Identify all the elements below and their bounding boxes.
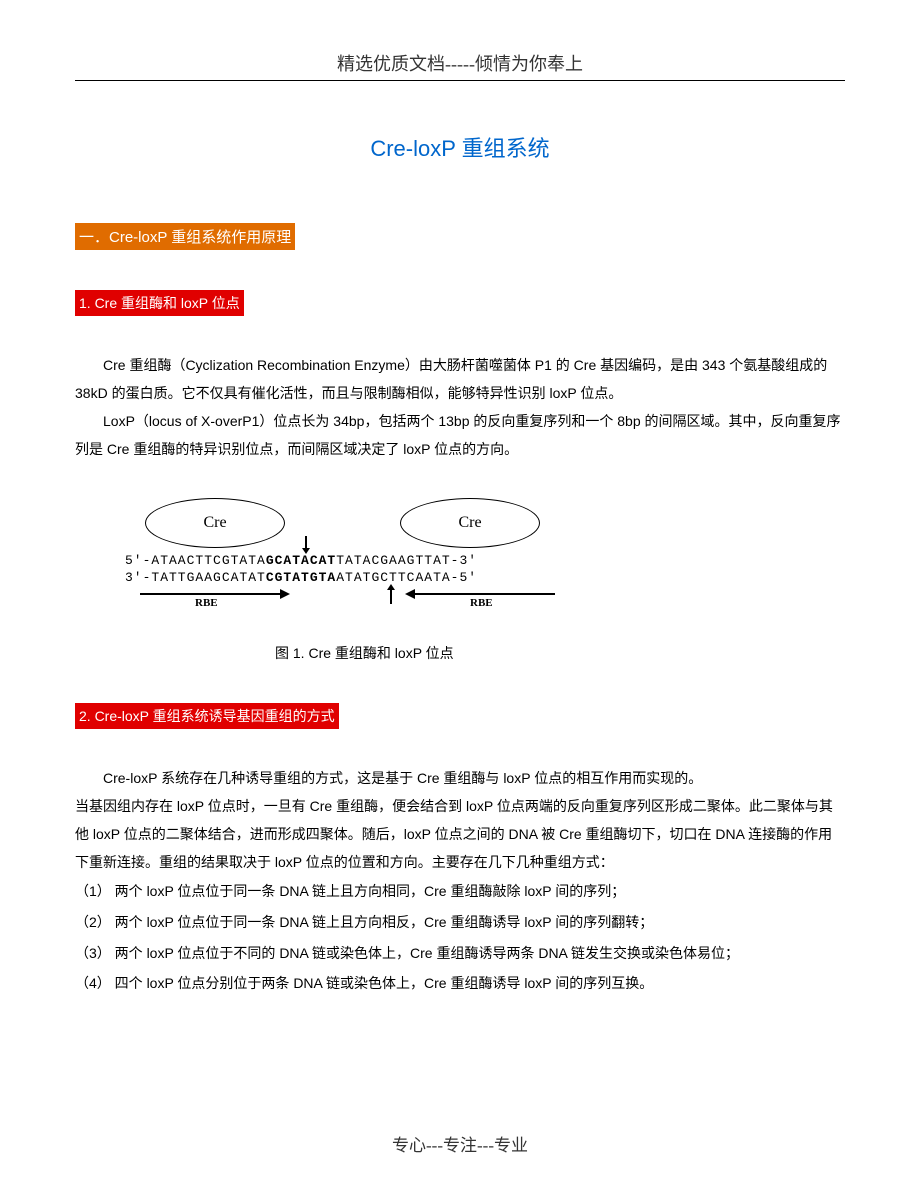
list-item-2: （2） 两个 loxP 位点位于同一条 DNA 链上且方向相反，Cre 重组酶诱… <box>75 907 845 938</box>
seq-5-prefix: 5'-ATAACTTCGTATA <box>125 553 266 568</box>
seq-3-suffix: ATATGCTTCAATA-5' <box>336 570 477 585</box>
seq-3-prefix: 3'-TATTGAAGCATAT <box>125 570 266 585</box>
rbe-arrow-right <box>415 593 555 595</box>
page-footer: 专心---专注---专业 <box>0 1131 920 1156</box>
paragraph-4: 当基因组内存在 loxP 位点时，一旦有 Cre 重组酶，便会结合到 loxP … <box>75 792 845 876</box>
cre-ellipse-right: Cre <box>400 498 540 548</box>
figure-1-caption: 图 1. Cre 重组酶和 loxP 位点 <box>275 643 845 663</box>
loxp-diagram: Cre Cre 5'-ATAACTTCGTATAGCATACATTATACGAA… <box>125 498 605 618</box>
rbe-arrow-left-head <box>280 589 290 599</box>
seq-5-bold: GCATACAT <box>266 553 336 568</box>
seq-3-bold: CGTATGTA <box>266 570 336 585</box>
list-item-1: （1） 两个 loxP 位点位于同一条 DNA 链上且方向相同，Cre 重组酶敲… <box>75 876 845 907</box>
cut-arrow-bottom-head <box>387 584 395 590</box>
rbe-label-right: RBE <box>470 597 493 609</box>
list-item-3: （3） 两个 loxP 位点位于不同的 DNA 链或染色体上，Cre 重组酶诱导… <box>75 938 845 969</box>
section-heading-1: 一．Cre-loxP 重组系统作用原理 <box>75 223 295 250</box>
sub-heading-1-1: 1. Cre 重组酶和 loxP 位点 <box>75 290 244 316</box>
rbe-label-left: RBE <box>195 597 218 609</box>
cre-ellipse-left: Cre <box>145 498 285 548</box>
dna-sequence: 5'-ATAACTTCGTATAGCATACATTATACGAAGTTAT-3'… <box>125 553 477 587</box>
paragraph-2: LoxP（locus of X-overP1）位点长为 34bp，包括两个 13… <box>75 407 845 463</box>
seq-5-suffix: TATACGAAGTTAT-3' <box>336 553 477 568</box>
rbe-arrow-right-head <box>405 589 415 599</box>
paragraph-3: Cre-loxP 系统存在几种诱导重组的方式，这是基于 Cre 重组酶与 lox… <box>75 764 845 792</box>
list-item-4: （4） 四个 loxP 位点分别位于两条 DNA 链或染色体上，Cre 重组酶诱… <box>75 968 845 999</box>
page-header: 精选优质文档-----倾情为你奉上 <box>75 50 845 76</box>
header-divider <box>75 80 845 81</box>
cut-arrow-bottom <box>390 590 392 604</box>
paragraph-1: Cre 重组酶（Cyclization Recombination Enzyme… <box>75 351 845 407</box>
rbe-arrow-left <box>140 593 280 595</box>
document-title: Cre-loxP 重组系统 <box>75 131 845 163</box>
sub-heading-1-2: 2. Cre-loxP 重组系统诱导基因重组的方式 <box>75 703 339 729</box>
